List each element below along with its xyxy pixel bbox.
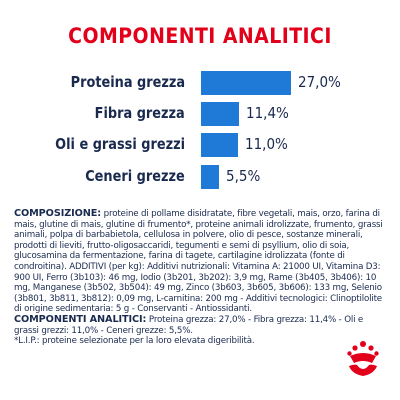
nutrient-bar: [201, 71, 291, 95]
nutrient-bar: [201, 133, 238, 157]
composition-paragraph: COMPOSIZIONE: proteine di pollame disidr…: [14, 208, 386, 315]
nutrient-label: Oli e grassi grezzi: [55, 135, 185, 153]
nutrient-value: 11,0%: [245, 135, 288, 153]
footnote: *L.I.P.: proteine selezionate per la lor…: [14, 336, 255, 347]
composition-heading: COMPOSIZIONE:: [14, 208, 102, 219]
page-title: COMPONENTI ANALITICI: [68, 24, 332, 48]
royal-canin-crown-logo: [346, 339, 380, 379]
composition-text: proteine di pollame disidratate, fibre v…: [14, 209, 383, 315]
nutrient-row: Fibra grezza 11,4%: [0, 102, 400, 126]
nutrient-value: 27,0%: [298, 73, 341, 91]
analytical-paragraph: COMPONENTI ANALITICI: Proteina grezza: 2…: [14, 313, 386, 336]
crown-logo-icon: [347, 341, 379, 376]
nutrient-row: Ceneri grezze 5,5%: [0, 165, 400, 189]
nutrient-row: Oli e grassi grezzi 11,0%: [0, 133, 400, 157]
nutrient-label: Proteina grezza: [70, 73, 185, 91]
nutrient-bar: [201, 165, 219, 189]
ingredients-text: COMPOSIZIONE: proteine di pollame disidr…: [14, 208, 386, 347]
nutrient-bar: [201, 102, 239, 126]
analytical-text: Proteina grezza: 27,0% - Fibra grezza: 1…: [14, 314, 364, 336]
nutrient-label: Fibra grezza: [94, 104, 185, 122]
analytical-heading: COMPONENTI ANALITICI:: [14, 313, 147, 325]
nutrient-value: 5,5%: [226, 167, 261, 185]
nutrient-value: 11,4%: [246, 104, 289, 122]
nutrient-label: Ceneri grezze: [85, 167, 185, 185]
nutrient-row: Proteina grezza 27,0%: [0, 71, 400, 95]
